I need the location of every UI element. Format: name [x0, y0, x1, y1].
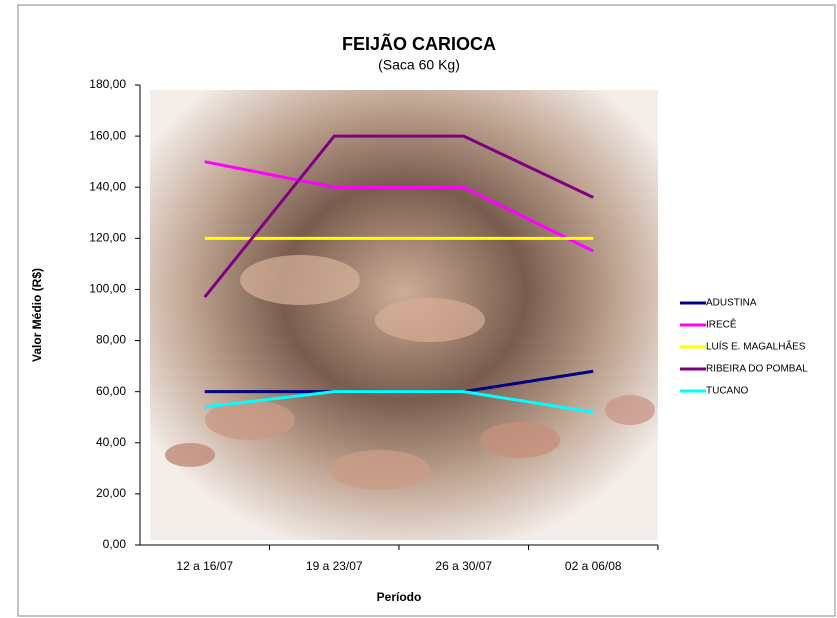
- chart-subtitle: (Saca 60 Kg): [378, 57, 460, 73]
- y-tick-label: 60,00: [96, 384, 126, 398]
- x-tick-label: 02 a 06/08: [565, 559, 622, 573]
- y-tick-label: 160,00: [89, 128, 126, 142]
- x-axis-label: Período: [377, 590, 422, 604]
- legend-label: ADUSTINA: [706, 298, 757, 309]
- y-tick-label: 100,00: [89, 282, 126, 296]
- series-line: [203, 134, 594, 299]
- chart-title: FEIJÃO CARIOCA: [342, 33, 496, 54]
- legend-label: RIBEIRA DO POMBAL: [706, 364, 808, 375]
- y-tick-label: 80,00: [96, 333, 126, 347]
- background-image: [150, 90, 658, 540]
- series-line: [204, 160, 594, 253]
- x-tick-label: 19 a 23/07: [306, 559, 363, 573]
- y-tick-label: 120,00: [89, 231, 126, 245]
- y-tick-label: 140,00: [89, 179, 126, 193]
- y-tick-label: 20,00: [96, 486, 126, 500]
- y-tick-label: 0,00: [103, 537, 127, 551]
- legend-label: LUÍS E. MAGALHÃES: [706, 340, 806, 353]
- series-line: [204, 390, 594, 414]
- x-tick-label: 26 a 30/07: [435, 559, 492, 573]
- legend-label: TUCANO: [706, 386, 748, 397]
- y-axis-label: Valor Médio (R$): [30, 268, 44, 362]
- legend-label: IRECÊ: [706, 318, 737, 331]
- y-tick-label: 40,00: [96, 435, 126, 449]
- x-tick-label: 12 a 16/07: [176, 559, 233, 573]
- y-tick-label: 180,00: [89, 77, 126, 91]
